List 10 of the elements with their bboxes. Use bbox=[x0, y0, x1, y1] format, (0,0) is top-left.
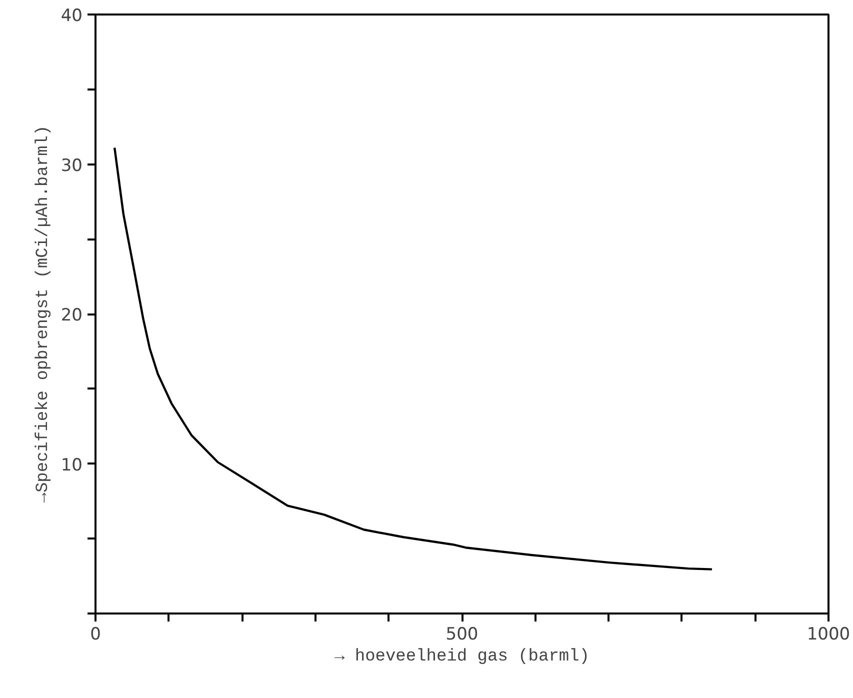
x-axis-title: → hoeveelheid gas (barml) bbox=[334, 648, 590, 666]
x-tick-label: 0 bbox=[90, 624, 101, 644]
y-tick-label: 30 bbox=[60, 156, 83, 176]
x-tick-label: 500 bbox=[446, 624, 478, 644]
y-tick-label: 20 bbox=[60, 306, 83, 326]
line-series bbox=[113, 146, 714, 570]
y-axis-title: →Specifieke opbrengst (mCi/µAh.barml) bbox=[34, 125, 53, 503]
y-tick-label: 10 bbox=[60, 455, 83, 476]
y-tick-label: 40 bbox=[60, 6, 83, 26]
x-tick-label: 1000 bbox=[806, 624, 850, 644]
